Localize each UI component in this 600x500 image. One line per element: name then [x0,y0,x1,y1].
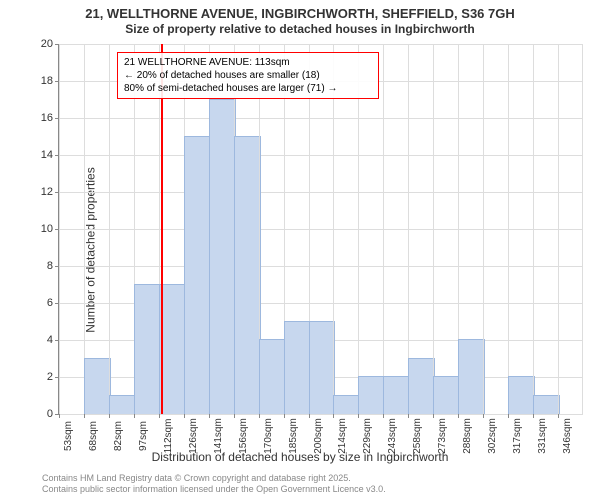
footer-attribution: Contains HM Land Registry data © Crown c… [42,473,386,496]
y-tick-label: 16 [41,112,59,124]
histogram-bar [209,99,236,415]
gridline-horizontal [59,192,583,193]
gridline-horizontal [59,155,583,156]
x-tick-label: 273sqm [433,418,448,454]
chart-title-sub: Size of property relative to detached ho… [0,22,600,36]
histogram-bar [259,339,286,414]
annotation-box: 21 WELLTHORNE AVENUE: 113sqm← 20% of det… [117,52,379,99]
x-tick-label: 200sqm [309,418,324,454]
y-tick-label: 8 [47,260,59,272]
annotation-line: ← 20% of detached houses are smaller (18… [124,69,372,82]
histogram-bar [508,376,535,414]
gridline-horizontal [59,414,583,415]
x-tick-label: 141sqm [209,418,224,454]
histogram-bar [84,358,111,415]
x-tick-label: 97sqm [134,421,149,451]
annotation-line: 80% of semi-detached houses are larger (… [124,82,372,95]
x-tick-label: 68sqm [84,421,99,451]
gridline-vertical [582,44,583,414]
x-tick-label: 258sqm [408,418,423,454]
gridline-vertical [383,44,384,414]
chart-title-main: 21, WELLTHORNE AVENUE, INGBIRCHWORTH, SH… [0,6,600,21]
y-tick-label: 4 [47,334,59,346]
x-tick-mark [59,414,60,418]
histogram-bar [234,136,261,415]
histogram-bar [383,376,410,414]
x-tick-label: 214sqm [333,418,348,454]
x-tick-mark [84,414,85,418]
histogram-bar [284,321,311,415]
histogram-bar [408,358,435,415]
footer-line1: Contains HM Land Registry data © Crown c… [42,473,386,485]
x-tick-label: 243sqm [383,418,398,454]
x-tick-label: 331sqm [533,418,548,454]
histogram-bar [458,339,485,414]
x-axis-label: Distribution of detached houses by size … [0,450,600,464]
histogram-bar [533,395,560,415]
gridline-vertical [59,44,60,414]
x-tick-label: 185sqm [284,418,299,454]
gridline-vertical [433,44,434,414]
gridline-horizontal [59,44,583,45]
chart-container: 21, WELLTHORNE AVENUE, INGBIRCHWORTH, SH… [0,0,600,500]
y-tick-label: 2 [47,371,59,383]
x-tick-label: 53sqm [59,421,74,451]
plot-area: 0246810121416182053sqm68sqm82sqm97sqm112… [58,44,583,415]
histogram-bar [358,376,385,414]
y-tick-label: 20 [41,38,59,50]
gridline-vertical [109,44,110,414]
y-tick-label: 0 [47,408,59,420]
histogram-bar [309,321,336,415]
x-tick-label: 112sqm [159,419,174,454]
x-tick-label: 156sqm [234,418,249,454]
gridline-horizontal [59,266,583,267]
x-tick-label: 346sqm [558,418,573,454]
marker-line [161,44,163,414]
x-tick-label: 82sqm [109,421,124,451]
gridline-vertical [558,44,559,414]
y-tick-label: 14 [41,149,59,161]
x-tick-label: 126sqm [184,418,199,454]
y-tick-label: 6 [47,297,59,309]
histogram-bar [184,136,211,415]
y-tick-label: 18 [41,75,59,87]
gridline-vertical [333,44,334,414]
gridline-horizontal [59,229,583,230]
histogram-bar [433,376,460,414]
footer-line2: Contains public sector information licen… [42,484,386,496]
gridline-vertical [358,44,359,414]
x-tick-mark [109,414,110,418]
x-tick-label: 229sqm [358,418,373,454]
annotation-line: 21 WELLTHORNE AVENUE: 113sqm [124,56,372,69]
gridline-horizontal [59,118,583,119]
histogram-bar [109,395,136,415]
x-tick-mark [159,414,160,418]
x-tick-label: 317sqm [508,418,523,454]
gridline-vertical [483,44,484,414]
gridline-vertical [533,44,534,414]
y-tick-label: 10 [41,223,59,235]
x-tick-label: 302sqm [483,418,498,454]
histogram-bar [134,284,161,415]
gridline-vertical [508,44,509,414]
x-tick-label: 170sqm [259,418,274,454]
histogram-bar [333,395,360,415]
x-tick-mark [134,414,135,418]
x-tick-label: 288sqm [458,418,473,454]
y-tick-label: 12 [41,186,59,198]
